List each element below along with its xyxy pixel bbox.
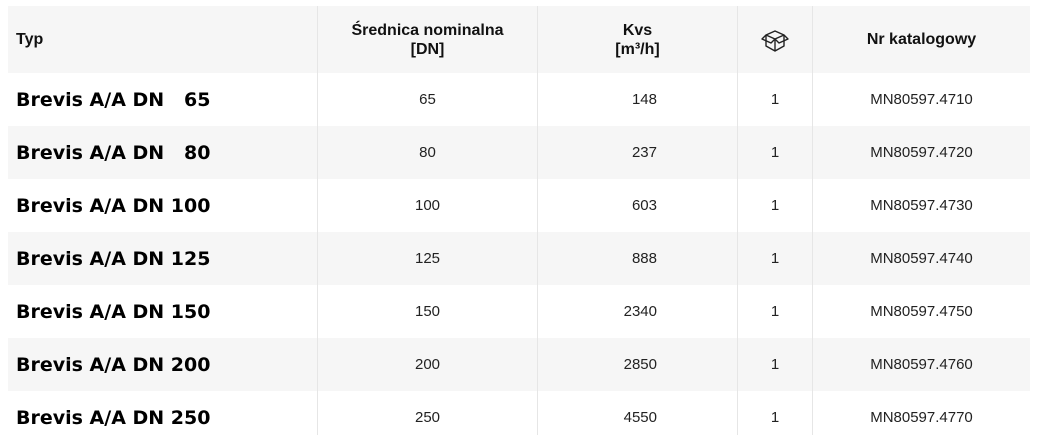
catalog-number-cell: MN80597.4770 <box>870 409 973 426</box>
table-row: Brevis A/A DN 250 250 4550 1 MN80597.4770 <box>8 391 1030 435</box>
catalog-number-cell: MN80597.4760 <box>870 356 973 373</box>
catalog-number-cell: MN80597.4710 <box>870 91 973 108</box>
type-cell: Brevis A/A DN 150 <box>8 285 318 338</box>
quantity-cell: 1 <box>738 232 813 285</box>
package-icon <box>761 29 789 52</box>
kvs-cell: 148 <box>538 73 738 126</box>
header-kvs: Kvs [m³/h] <box>538 6 738 73</box>
table-row: Brevis A/A DN 80 80 237 1 MN80597.4720 <box>8 126 1030 179</box>
catalog-number-cell: MN80597.4730 <box>870 197 973 214</box>
catalog-number-cell: MN80597.4740 <box>870 250 973 267</box>
quantity-cell: 1 <box>738 126 813 179</box>
table-row: Brevis A/A DN 100 100 603 1 MN80597.4730 <box>8 179 1030 232</box>
type-cell: Brevis A/A DN 100 <box>8 179 318 232</box>
quantity-cell: 1 <box>738 338 813 391</box>
type-cell: Brevis A/A DN 250 <box>8 391 318 435</box>
dn-cell: 100 <box>318 179 538 232</box>
header-dn: Średnica nominalna [DN] <box>318 6 538 73</box>
header-dn-line: Średnica nominalna <box>351 21 504 39</box>
header-catalog: Nr katalogowy <box>866 30 977 48</box>
dn-cell: 250 <box>318 391 538 435</box>
dn-cell: 80 <box>318 126 538 179</box>
kvs-cell: 888 <box>538 232 738 285</box>
kvs-cell: 4550 <box>538 391 738 435</box>
quantity-cell: 1 <box>738 179 813 232</box>
quantity-cell: 1 <box>738 73 813 126</box>
type-cell: Brevis A/A DN 200 <box>8 338 318 391</box>
table-row: Brevis A/A DN 65 65 148 1 MN80597.4710 <box>8 73 1030 126</box>
kvs-cell: 603 <box>538 179 738 232</box>
header-row: Typ Średnica nominalna [DN] Kvs [m³/h] Nr … <box>8 6 1030 73</box>
kvs-cell: 2340 <box>538 285 738 338</box>
table-row: Brevis A/A DN 150 150 2340 1 MN80597.4750 <box>8 285 1030 338</box>
type-cell: Brevis A/A DN 80 <box>8 126 318 179</box>
table-row: Brevis A/A DN 200 200 2850 1 MN80597.4760 <box>8 338 1030 391</box>
header-type: Typ <box>8 6 318 73</box>
catalog-number-cell: MN80597.4720 <box>870 144 973 161</box>
dn-cell: 125 <box>318 232 538 285</box>
type-cell: Brevis A/A DN 65 <box>8 73 318 126</box>
type-cell: Brevis A/A DN 125 <box>8 232 318 285</box>
header-kvs-line: Kvs <box>622 21 653 39</box>
kvs-cell: 2850 <box>538 338 738 391</box>
quantity-cell: 1 <box>738 285 813 338</box>
header-package <box>738 6 813 73</box>
header-dn-line: [DN] <box>410 40 445 58</box>
dn-cell: 65 <box>318 73 538 126</box>
dn-cell: 200 <box>318 338 538 391</box>
dn-cell: 150 <box>318 285 538 338</box>
catalog-number-cell: MN80597.4750 <box>870 303 973 320</box>
header-kvs-line: [m³/h] <box>615 40 660 58</box>
table-row: Brevis A/A DN 125 125 888 1 MN80597.4740 <box>8 232 1030 285</box>
table: Typ Średnica nominalna [DN] Kvs [m³/h] Nr … <box>8 6 1030 435</box>
kvs-cell: 237 <box>538 126 738 179</box>
quantity-cell: 1 <box>738 391 813 435</box>
